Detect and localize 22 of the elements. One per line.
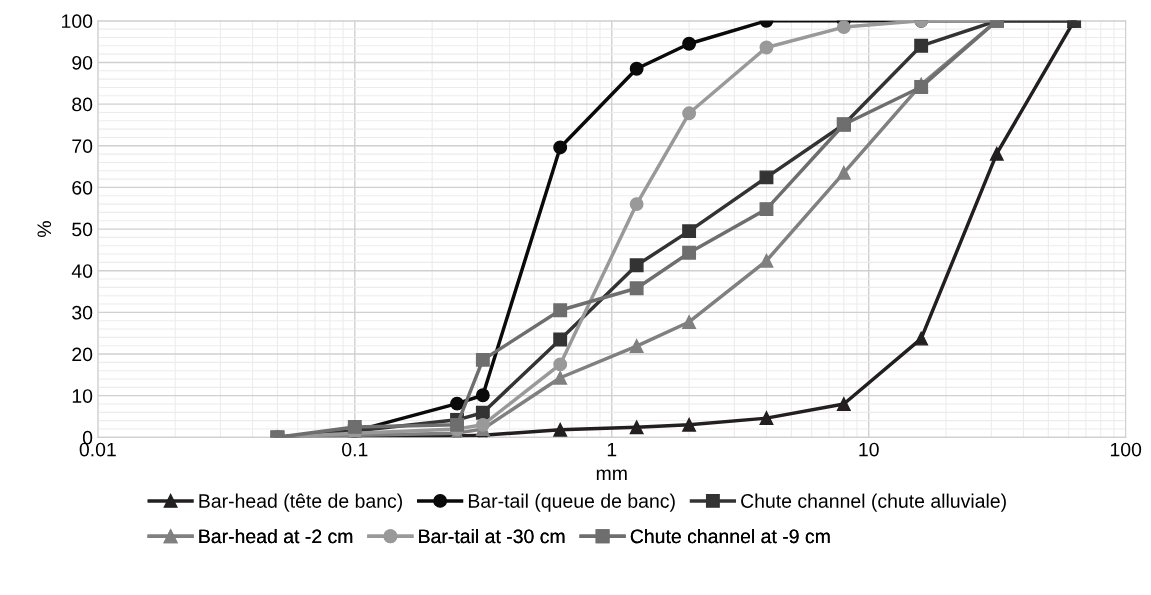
- y-axis-title: %: [37, 221, 52, 238]
- y-tick-label: 20: [72, 347, 93, 362]
- legend-label: Bar-tail at -30 cm: [419, 528, 565, 544]
- y-tick-label: 60: [72, 180, 93, 195]
- x-tick-label: 0.1: [342, 442, 368, 457]
- legend-label: Bar-head (tête de banc): [199, 493, 402, 512]
- x-tick-label: 1: [607, 442, 617, 457]
- legend-label: Chute channel (chute alluviale): [741, 493, 1006, 512]
- y-tick-label: 100: [62, 14, 93, 29]
- y-tick-label: 70: [72, 139, 93, 154]
- y-tick-label: 90: [72, 55, 93, 70]
- y-tick-label: 10: [72, 389, 93, 403]
- x-tick-label: 10: [859, 442, 879, 457]
- y-tick-label: 40: [71, 264, 93, 278]
- y-tick-label: 50: [72, 222, 93, 237]
- y-tick-label: 80: [72, 97, 93, 112]
- y-tick-label: 30: [72, 305, 93, 320]
- legend-label: Bar-head at -2 cm: [199, 528, 353, 544]
- x-tick-label: 100: [1110, 442, 1142, 457]
- legend-label: Chute channel at -9 cm: [630, 528, 830, 544]
- legend-label: Bar-tail (queue de banc): [468, 493, 675, 512]
- x-axis-title: mm: [596, 469, 627, 480]
